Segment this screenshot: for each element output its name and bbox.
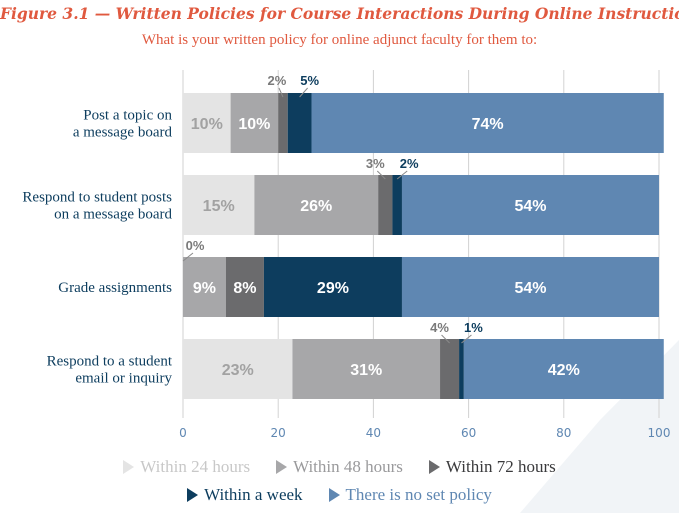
legend-item-within-24-hours: Within 24 hours	[123, 457, 250, 477]
bar-segment-within-a-week	[459, 339, 464, 399]
data-label: 42%	[548, 362, 580, 379]
bar-segment-there-is-no-set-policy	[311, 93, 664, 153]
bar-segment-within-24-hours	[183, 175, 255, 235]
data-label: 31%	[350, 362, 382, 379]
legend-label: Within a week	[204, 485, 303, 504]
data-label: 5%	[300, 73, 319, 88]
bar-segment-within-48-hours	[183, 257, 226, 317]
bar-segment-within-72-hours	[278, 93, 288, 153]
label-leader-line	[441, 334, 450, 344]
category-label: Respond to student posts on a message boa…	[22, 190, 172, 223]
data-label: 1%	[464, 320, 483, 335]
legend-item-within-72-hours: Within 72 hours	[428, 457, 556, 477]
bar-segment-within-24-hours	[183, 93, 231, 153]
bar-segment-within-72-hours	[225, 257, 264, 317]
legend-label: Within 72 hours	[445, 457, 556, 476]
category-labels: Post a topic on a message board Respond to…	[22, 108, 172, 387]
bar-segment-there-is-no-set-policy	[401, 257, 659, 317]
bar-segment-there-is-no-set-policy	[463, 339, 664, 399]
label-leader-line	[182, 252, 194, 262]
bar-segment-within-48-hours	[230, 93, 279, 153]
bar-segment-within-a-week	[263, 257, 402, 317]
category-label: Grade assignments	[58, 280, 172, 296]
legend-row-2: Within a week There is no set policy	[0, 484, 679, 506]
legend-triangle-icon	[276, 460, 288, 474]
legend-row-1: Within 24 hours Within 48 hours Within 72 …	[0, 456, 679, 478]
bar-segment-within-72-hours	[378, 175, 393, 235]
x-tick-label: 40	[366, 426, 381, 440]
legend-triangle-icon	[328, 488, 340, 502]
chart-subtitle: What is your written policy for online a…	[141, 32, 538, 48]
data-label: 26%	[300, 198, 332, 215]
data-label: 2%	[400, 156, 419, 171]
data-label: 54%	[514, 280, 546, 297]
category-label: Respond to a student email or inquiry	[47, 354, 173, 387]
label-leader-line	[396, 170, 408, 180]
x-axis-ticks: 0 20 40 60 80 100	[179, 426, 670, 440]
bar-segment-within-72-hours	[440, 339, 460, 399]
x-tick-label: 20	[271, 426, 286, 440]
label-leader-line	[376, 170, 386, 180]
x-tick-label: 0	[179, 426, 187, 440]
data-label: 10%	[238, 116, 270, 133]
legend-triangle-icon	[187, 488, 199, 502]
data-label: 23%	[222, 362, 254, 379]
data-label: 9%	[193, 280, 216, 297]
category-label-line: on a message board	[54, 207, 172, 223]
x-tick-label: 80	[556, 426, 571, 440]
data-label: 10%	[191, 116, 223, 133]
legend-item-there-is-no-set-policy: There is no set policy	[328, 485, 492, 505]
legend-label: Within 24 hours	[140, 457, 251, 476]
category-label-line: email or inquiry	[75, 371, 172, 387]
data-label: 8%	[233, 280, 256, 297]
category-label-line: Respond to a student	[47, 354, 173, 370]
category-label-line: Respond to student posts	[22, 190, 172, 206]
data-label: 15%	[203, 198, 235, 215]
bar-segment-within-a-week	[392, 175, 402, 235]
bar-segment-within-48-hours	[292, 339, 441, 399]
category-label-line: Post a topic on	[83, 108, 172, 124]
legend-item-within-48-hours: Within 48 hours	[276, 457, 403, 477]
x-tick-label: 60	[461, 426, 476, 440]
label-leader-line	[299, 87, 308, 98]
legend-triangle-icon	[123, 460, 135, 474]
data-label: 3%	[366, 156, 385, 171]
chart-title: Figure 3.1 — Written Policies for Course…	[0, 4, 679, 23]
bar-segment-within-24-hours	[183, 339, 293, 399]
label-leader-line	[461, 334, 472, 344]
legend-triangle-icon	[428, 460, 440, 474]
category-label-line: Grade assignments	[58, 280, 172, 296]
data-label: 2%	[268, 73, 287, 88]
category-label-line: a message board	[73, 125, 173, 141]
data-label: 54%	[514, 198, 546, 215]
bar-segment-within-a-week	[287, 93, 312, 153]
data-labels: 10% 10% 2% 5% 74% 15% 26% 3% 2% 54% 0% 9% 8% 29% 54% 23…	[182, 73, 580, 379]
bar-segment-there-is-no-set-policy	[401, 175, 659, 235]
bars	[183, 93, 664, 399]
data-label: 29%	[317, 280, 349, 297]
label-leader-line	[278, 87, 284, 98]
bar-segment-within-48-hours	[254, 175, 379, 235]
data-label: 0%	[186, 238, 205, 253]
data-label: 74%	[472, 116, 504, 133]
legend-label: Within 48 hours	[293, 457, 403, 476]
data-label: 4%	[430, 320, 449, 335]
legend-item-within-a-week: Within a week	[187, 485, 303, 505]
legend-label: There is no set policy	[345, 485, 492, 504]
x-tick-label: 100	[648, 426, 671, 440]
category-label: Post a topic on a message board	[73, 108, 173, 141]
